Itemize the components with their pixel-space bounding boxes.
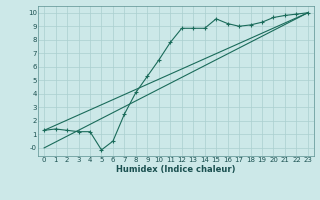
X-axis label: Humidex (Indice chaleur): Humidex (Indice chaleur) [116,165,236,174]
